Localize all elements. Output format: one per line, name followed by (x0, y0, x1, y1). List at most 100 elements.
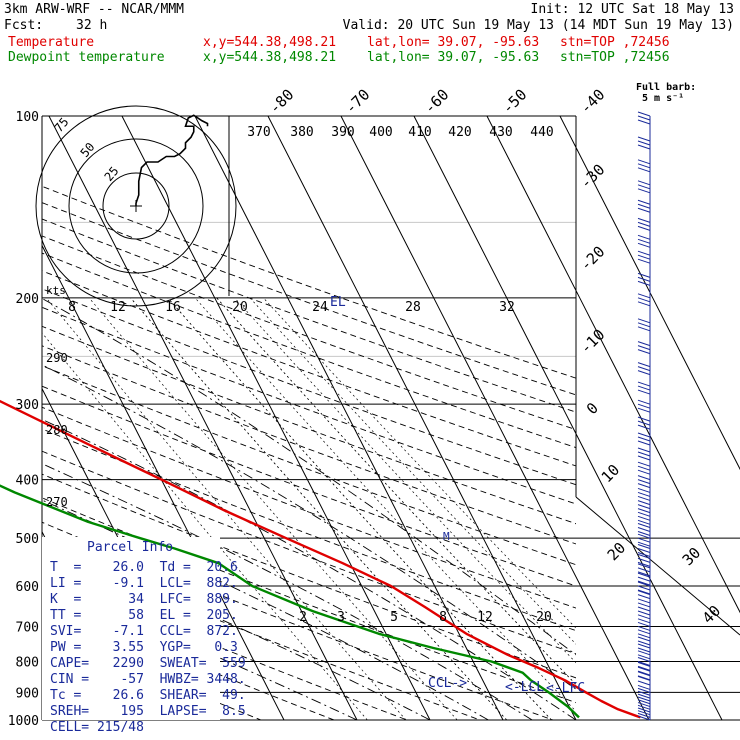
wind-barb-flag (637, 526, 651, 532)
temperature-tick-label: -80 (266, 86, 298, 118)
isotherm (121, 116, 431, 720)
hodograph-ring-label: 50 (78, 140, 98, 160)
mixing-ratio-label: 2 (299, 610, 307, 625)
wind-barb (637, 533, 651, 547)
wind-barb-flag (637, 675, 651, 681)
mixing-ratio-label: 8 (439, 610, 447, 625)
dry-adiabat (42, 202, 576, 396)
wind-barb-flag (637, 614, 651, 620)
wind-barb-flag (637, 389, 651, 395)
mixing-ratio-label: 16 (165, 300, 181, 315)
temperature-tick-label: -30 (577, 161, 609, 193)
wind-barb-flag (637, 543, 651, 549)
wind-barb (637, 696, 651, 702)
parcel-info-row: K = 34 LFC= 889. (50, 592, 238, 607)
wind-barb-flag (637, 234, 651, 240)
wind-barb-flag (637, 136, 651, 142)
temperature-tick-label: -10 (577, 326, 609, 358)
dry-adiabat (42, 218, 576, 413)
wind-barb-flag (637, 318, 651, 324)
wind-barb (637, 687, 651, 693)
wind-barb-flag (637, 680, 651, 686)
wind-barb-flag (637, 621, 651, 627)
wind-barb-flag (637, 696, 651, 702)
parcel-info-row: SREH= 195 LAPSE= 8.5 (50, 704, 246, 719)
wind-barb (637, 111, 651, 125)
wind-barb (637, 543, 651, 557)
wind-barb (637, 715, 651, 721)
wind-barb-flag (637, 341, 651, 347)
wind-barb-flag (637, 297, 651, 303)
parcel-info-title: Parcel Info (87, 540, 174, 555)
wind-barb-flag (637, 500, 651, 506)
wind-barb-flag (637, 465, 651, 471)
lcl-marker: <-LCL (505, 680, 545, 695)
wind-barb-flag (637, 693, 651, 699)
parcel-info-row: CAPE= 2290 SWEAT= 559 (50, 656, 246, 671)
pressure-tick-label: 800 (16, 655, 39, 670)
wind-barb (637, 643, 651, 653)
wind-barb-flag (637, 571, 651, 577)
wind-barb (637, 199, 651, 213)
isotherm (340, 116, 650, 720)
isotherm (486, 116, 740, 614)
wind-barb-flag (637, 469, 651, 475)
wind-barb-flag (637, 567, 651, 573)
wind-barb (637, 666, 651, 676)
wind-barb-flag (637, 238, 651, 244)
parcel-info-box (42, 537, 220, 720)
temperature-latlon: lat,lon= 39.07, -95.63 (367, 35, 540, 50)
wind-barb-flag (637, 293, 651, 299)
wind-barb-flag (637, 455, 651, 461)
wind-barb-flag (637, 710, 651, 716)
pressure-tick-label: 100 (16, 110, 39, 125)
wind-barb-flag (637, 436, 651, 442)
wind-barb-flag (637, 533, 651, 539)
wind-barb (637, 381, 651, 395)
sounding-line-dewpoint (0, 484, 580, 719)
dewpoint-station: stn=TOP ,72456 (560, 50, 670, 65)
wind-barb (637, 362, 651, 376)
init-time: Init: 12 UTC Sat 18 May 13 (530, 2, 735, 17)
mixing-ratio-label: 8 (68, 300, 76, 315)
m-marker: M (443, 530, 450, 543)
wind-barb-flag (637, 420, 651, 426)
temperature-tick-label: -20 (577, 243, 609, 275)
mixing-ratio-line (216, 297, 576, 686)
isotherm (48, 116, 358, 720)
wind-barb-flag (637, 541, 651, 547)
theta-label: 380 (290, 125, 313, 140)
wind-barb-flag (637, 475, 651, 481)
wind-barb-flag (637, 487, 651, 493)
moist-adiabat (42, 418, 576, 720)
dry-adiabat (42, 306, 576, 505)
wind-barb-flag (637, 362, 651, 368)
mixing-ratio-line (263, 297, 576, 629)
wind-barb-flag (637, 416, 651, 422)
wind-barb (637, 680, 651, 686)
dry-adiabat (42, 252, 576, 449)
theta-label: 400 (369, 125, 392, 140)
wind-barb-flag (637, 671, 651, 677)
wind-barb-flag (637, 636, 651, 642)
wind-barb-flag (637, 115, 651, 121)
wind-barb-flag (637, 629, 651, 635)
pressure-tick-label: 1000 (8, 714, 39, 729)
pressure-tick-label: 300 (16, 398, 39, 413)
wind-barb (637, 684, 651, 690)
wind-barb (637, 318, 651, 332)
mixing-ratio-label: 5 (390, 610, 398, 625)
wind-barb (637, 629, 651, 639)
wind-barb-flag (637, 483, 651, 489)
wind-barb-flag (637, 572, 651, 578)
wind-barb-flag (637, 370, 651, 376)
wind-barb-flag (637, 684, 651, 690)
dry-adiabat (42, 365, 576, 566)
wind-barb-flag (637, 715, 651, 721)
wind-barb (637, 511, 651, 525)
wind-barb-flag (637, 258, 651, 264)
wind-barb-flag (637, 140, 651, 146)
wind-barb-flag (637, 221, 651, 227)
parcel-info-row: CIN = -57 HWBZ= 3448. (50, 672, 246, 687)
